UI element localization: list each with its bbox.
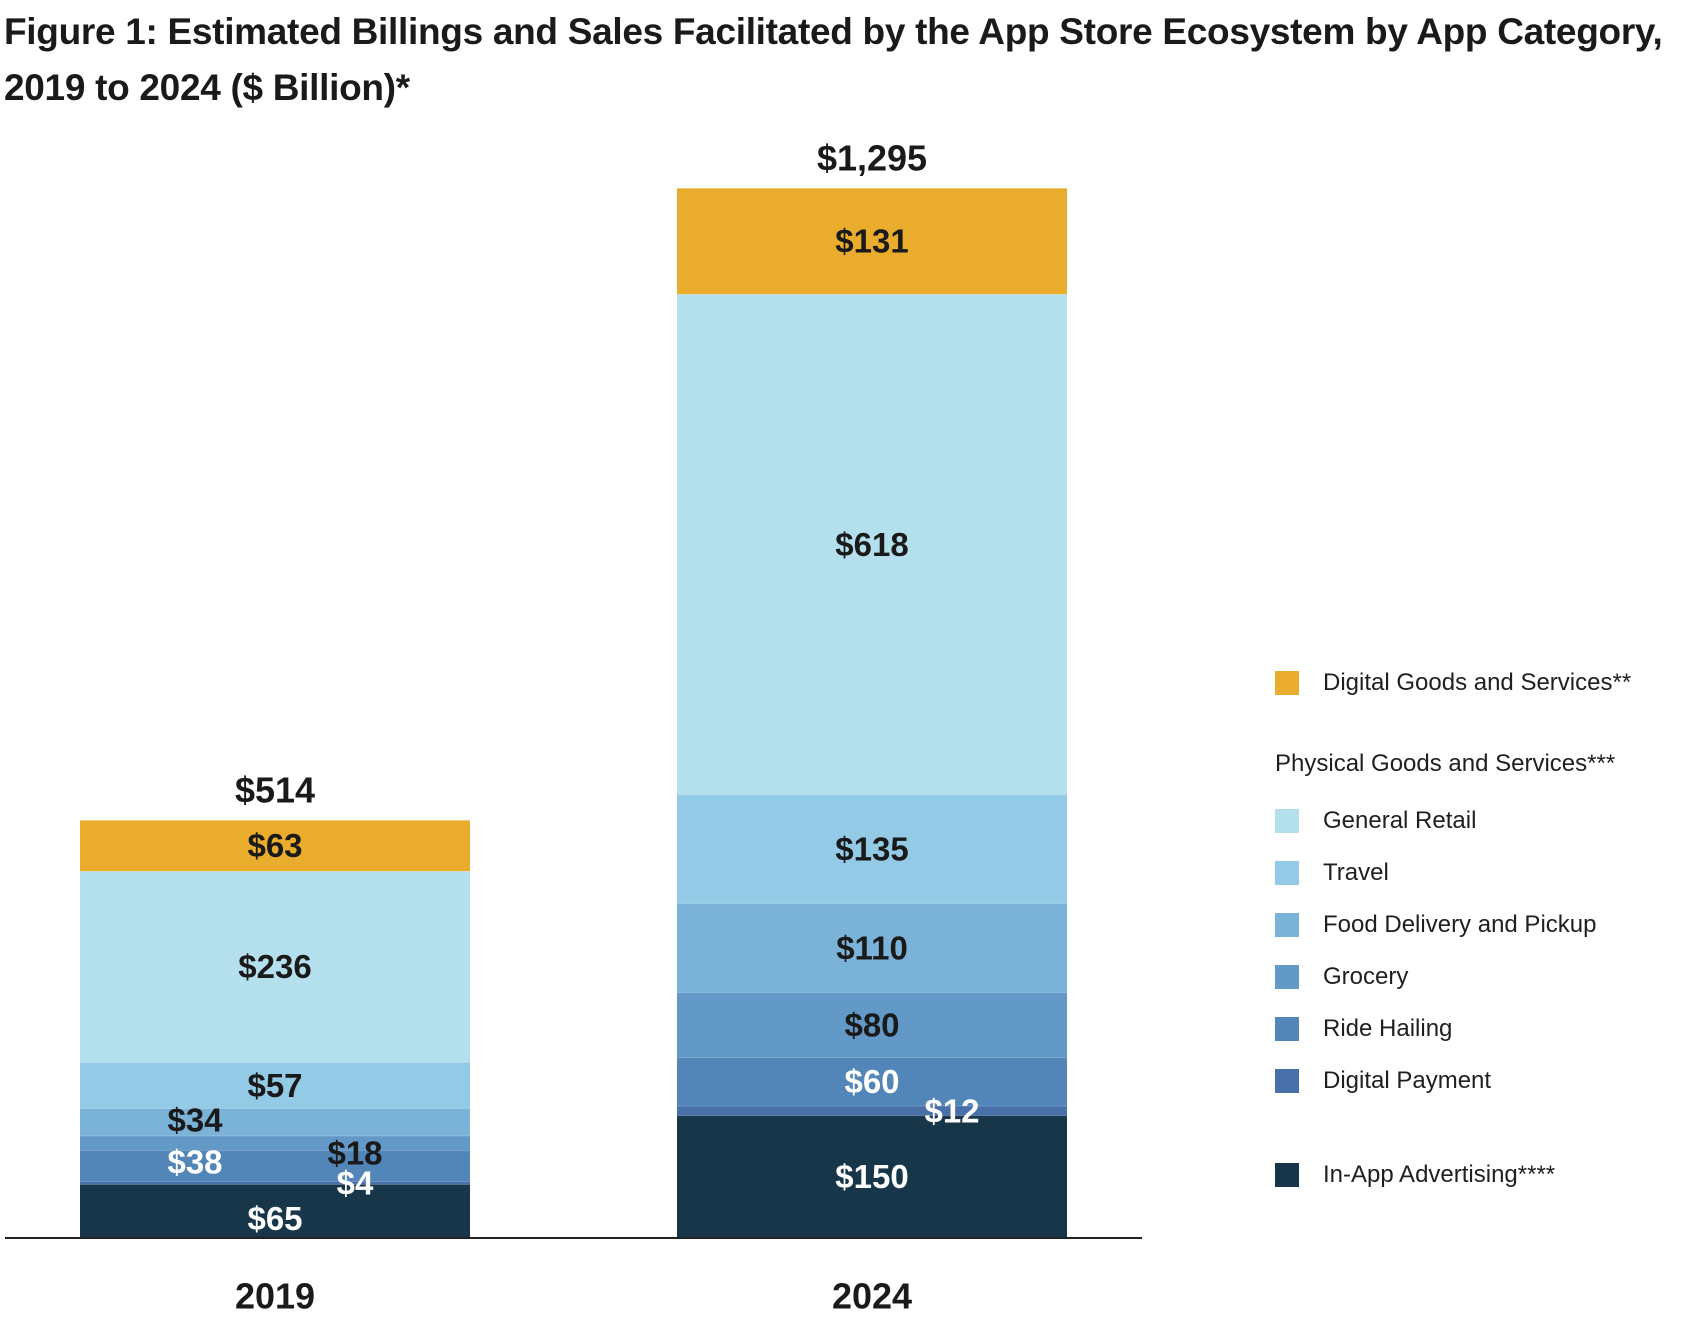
chart-title: Figure 1: Estimated Billings and Sales F… [4, 11, 1663, 108]
bar-segment-2019-travel [80, 1062, 470, 1109]
data-label-2019: $18 [327, 1135, 382, 1172]
legend-item-general-retail: General Retail [1275, 806, 1476, 836]
legend-label: Digital Payment [1323, 1067, 1492, 1094]
legend-swatch [1275, 965, 1299, 989]
bar-segment-2024-travel [677, 794, 1067, 904]
bar-segment-2024-digital-goods-and-services [677, 188, 1067, 295]
legend-swatch [1275, 671, 1299, 695]
legend-label: Ride Hailing [1323, 1015, 1453, 1042]
bar-segment-2019-ride-hailing [80, 1150, 470, 1182]
bar-segment-2024-ride-hailing [677, 1057, 1067, 1106]
bar-segment-2019-food-delivery-and-pickup [80, 1108, 470, 1136]
legend-swatch [1275, 1069, 1299, 1093]
legend-swatch [1275, 913, 1299, 937]
bar-segment-2019-in-app-advertising [80, 1184, 470, 1237]
bar-segment-2024-in-app-advertising [677, 1115, 1067, 1237]
data-label-2024: $110 [836, 930, 908, 967]
legend-item-digital-payment: Digital Payment [1275, 1066, 1491, 1096]
legend-item-digital-goods: Digital Goods and Services** [1275, 668, 1631, 698]
legend-item-travel: Travel [1275, 858, 1389, 888]
data-label-2024: $150 [835, 1158, 908, 1195]
legend-item-ride-hailing: Ride Hailing [1275, 1014, 1452, 1044]
legend-label: General Retail [1323, 807, 1477, 834]
data-label-2024: $60 [844, 1063, 899, 1100]
legend-label: Food Delivery and Pickup [1323, 911, 1597, 938]
data-label-2024: $618 [835, 526, 908, 563]
data-label-2019: $236 [238, 948, 311, 985]
legend-swatch [1275, 1163, 1299, 1187]
data-label-2019: $34 [167, 1102, 223, 1139]
bar-segment-2019-grocery [80, 1135, 470, 1151]
data-label-2019: $57 [247, 1067, 302, 1104]
legend-swatch [1275, 1017, 1299, 1041]
legend-heading-physical: Physical Goods and Services*** [1275, 750, 1616, 777]
bar-segment-2019-digital-payment [80, 1181, 470, 1185]
total-label-2019: $514 [235, 770, 315, 811]
total-label-2024: $1,295 [817, 138, 927, 179]
data-label-2024: $135 [835, 830, 908, 867]
data-label-2024: $131 [835, 223, 908, 260]
bar-segment-2019-digital-goods-and-services [80, 820, 470, 872]
legend-item-food-delivery-and-pickup: Food Delivery and Pickup [1275, 910, 1596, 940]
legend-item-in-app-advertising: In-App Advertising**** [1275, 1160, 1555, 1190]
data-label-2019: $4 [337, 1164, 374, 1201]
data-label-2019: $65 [247, 1200, 302, 1237]
legend-swatch [1275, 809, 1299, 833]
data-label-2024: $12 [924, 1092, 979, 1129]
legend-item-grocery: Grocery [1275, 962, 1408, 992]
bar-segment-2024-general-retail [677, 294, 1067, 795]
legend-label: Grocery [1323, 963, 1409, 990]
bar-segment-2024-food-delivery-and-pickup [677, 903, 1067, 993]
data-label-2019: $63 [247, 827, 302, 864]
bar-segment-2024-digital-payment [677, 1105, 1067, 1116]
legend-swatch [1275, 861, 1299, 885]
data-label-2024: $80 [844, 1006, 899, 1043]
data-label-2019: $38 [167, 1143, 222, 1180]
legend-label: Travel [1323, 859, 1389, 886]
bar-segment-2019-general-retail [80, 871, 470, 1063]
legend-label: In-App Advertising**** [1323, 1161, 1556, 1188]
legend-label: Digital Goods and Services** [1323, 669, 1632, 696]
x-tick-label-2019: 2019 [235, 1276, 315, 1317]
x-tick-label-2024: 2024 [832, 1276, 912, 1317]
bar-segment-2024-grocery [677, 992, 1067, 1058]
